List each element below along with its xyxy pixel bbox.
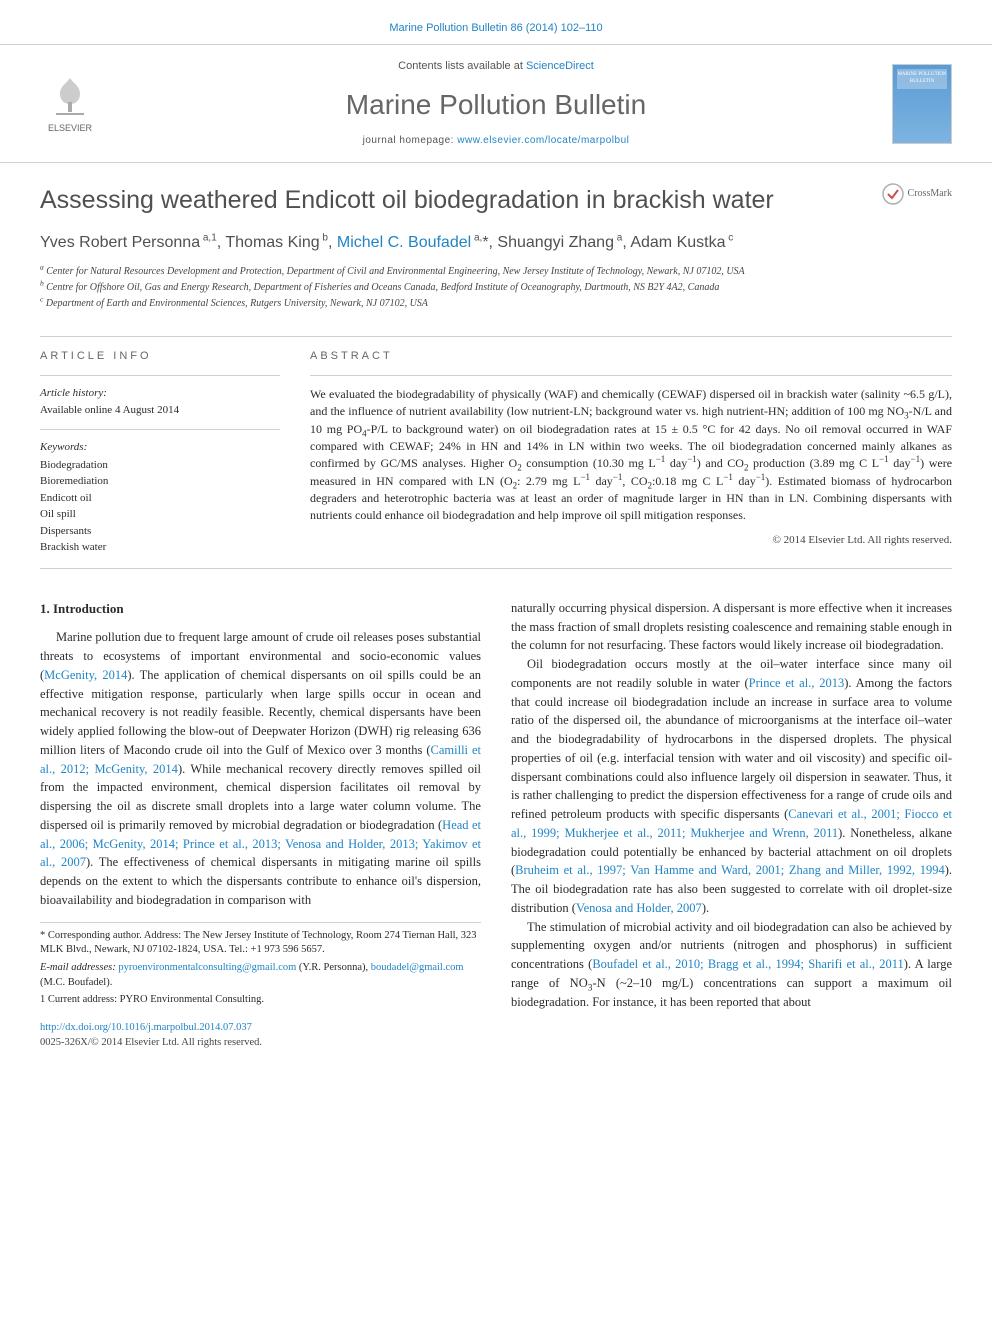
homepage-line: journal homepage: www.elsevier.com/locat… [100, 134, 892, 148]
keyword-item: Bioremediation [40, 473, 280, 490]
body-column-right: naturally occurring physical dispersion.… [511, 599, 952, 1012]
cover-label: MARINE POLLUTION BULLETIN [893, 71, 951, 85]
abstract-text: We evaluated the biodegradability of phy… [310, 386, 952, 525]
body-column-left: 1. Introduction Marine pollution due to … [40, 599, 481, 1012]
page-footer: http://dx.doi.org/10.1016/j.marpolbul.20… [0, 1021, 992, 1066]
contents-prefix: Contents lists available at [398, 60, 526, 72]
keyword-item: Oil spill [40, 506, 280, 523]
authors-line: Yves Robert Personna a,1, Thomas King b,… [40, 232, 952, 254]
footnotes: * Corresponding author. Address: The New… [40, 922, 481, 1008]
divider [40, 375, 280, 376]
body-paragraph: Marine pollution due to frequent large a… [40, 628, 481, 909]
keyword-item: Brackish water [40, 539, 280, 556]
article-history-line: Available online 4 August 2014 [40, 403, 280, 418]
homepage-prefix: journal homepage: [363, 135, 458, 146]
article-history-label: Article history: [40, 386, 280, 401]
homepage-link[interactable]: www.elsevier.com/locate/marpolbul [457, 135, 629, 146]
affiliation-row: a Center for Natural Resources Developme… [40, 264, 952, 279]
divider [40, 568, 952, 569]
journal-name: Marine Pollution Bulletin [100, 85, 892, 124]
crossmark-badge[interactable]: CrossMark [882, 183, 952, 205]
contents-line: Contents lists available at ScienceDirec… [100, 59, 892, 74]
body-paragraph: The stimulation of microbial activity an… [511, 918, 952, 1012]
section-heading: 1. Introduction [40, 599, 481, 619]
article-info-column: ARTICLE INFO Article history: Available … [40, 349, 280, 556]
citation-line: Marine Pollution Bulletin 86 (2014) 102–… [389, 22, 602, 34]
abstract-copyright: © 2014 Elsevier Ltd. All rights reserved… [310, 533, 952, 548]
crossmark-label: CrossMark [908, 187, 952, 201]
article-info-heading: ARTICLE INFO [40, 349, 280, 364]
email-addresses: E-mail addresses: pyroenvironmentalconsu… [40, 961, 481, 990]
abstract-column: ABSTRACT We evaluated the biodegradabili… [310, 349, 952, 556]
corresponding-author-note: * Corresponding author. Address: The New… [40, 929, 481, 958]
affiliation-row: b Centre for Offshore Oil, Gas and Energ… [40, 280, 952, 295]
elsevier-label: ELSEVIER [48, 122, 92, 135]
keywords-list: BiodegradationBioremediationEndicott oil… [40, 457, 280, 556]
doi-link[interactable]: http://dx.doi.org/10.1016/j.marpolbul.20… [40, 1022, 252, 1033]
issn-copyright-line: 0025-326X/© 2014 Elsevier Ltd. All right… [40, 1036, 952, 1051]
affiliations: a Center for Natural Resources Developme… [40, 264, 952, 311]
affiliation-row: c Department of Earth and Environmental … [40, 296, 952, 311]
keyword-item: Endicott oil [40, 490, 280, 507]
article-title: Assessing weathered Endicott oil biodegr… [40, 183, 952, 218]
sciencedirect-link[interactable]: ScienceDirect [526, 60, 594, 72]
elsevier-tree-icon [46, 72, 94, 120]
masthead: ELSEVIER Contents lists available at Sci… [0, 44, 992, 163]
body-paragraph: naturally occurring physical dispersion.… [511, 599, 952, 655]
abstract-heading: ABSTRACT [310, 349, 952, 364]
crossmark-icon [882, 183, 904, 205]
divider [40, 336, 952, 337]
keyword-item: Dispersants [40, 523, 280, 540]
keyword-item: Biodegradation [40, 457, 280, 474]
divider [310, 375, 952, 376]
email-label: E-mail addresses: [40, 962, 116, 973]
divider [40, 429, 280, 430]
journal-cover-thumbnail: MARINE POLLUTION BULLETIN [892, 64, 952, 144]
body-paragraph: Oil biodegradation occurs mostly at the … [511, 655, 952, 918]
current-address-note: 1 Current address: PYRO Environmental Co… [40, 993, 481, 1008]
elsevier-logo: ELSEVIER [40, 69, 100, 139]
keywords-label: Keywords: [40, 440, 280, 455]
